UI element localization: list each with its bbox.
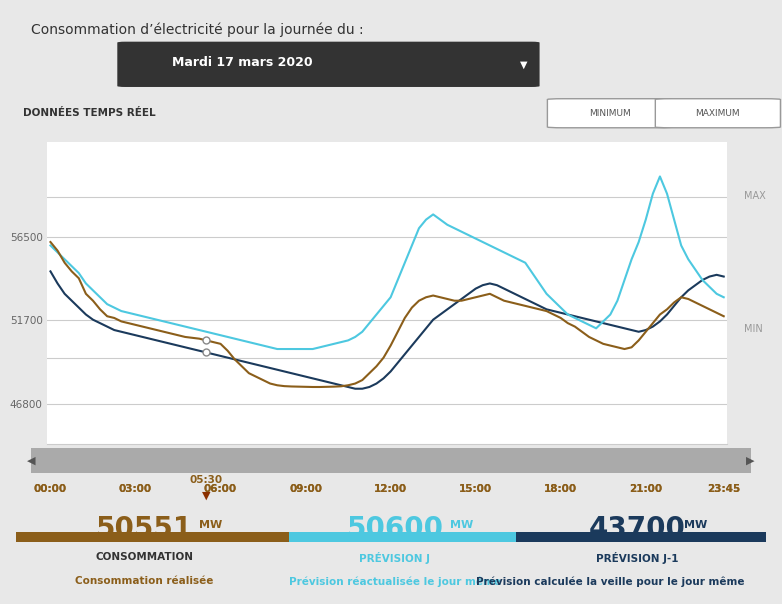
Text: 12:00: 12:00	[374, 484, 407, 494]
Text: Prévision réactualisée le jour même: Prévision réactualisée le jour même	[289, 576, 501, 586]
Text: Consommation d’électricité pour la journée du :: Consommation d’électricité pour la journ…	[31, 22, 364, 37]
Text: 12:00: 12:00	[374, 484, 407, 494]
Text: ▶: ▶	[746, 455, 755, 466]
Text: 50551: 50551	[96, 515, 193, 544]
Text: PRÉVISION J-1: PRÉVISION J-1	[596, 552, 679, 564]
Text: 23:45: 23:45	[707, 484, 741, 494]
Text: 03:00: 03:00	[119, 484, 152, 494]
Text: CONSOMMATION: CONSOMMATION	[95, 552, 194, 562]
Text: PRÉVISION J: PRÉVISION J	[360, 552, 430, 564]
Text: 18:00: 18:00	[544, 484, 577, 494]
Text: 23:45: 23:45	[707, 484, 741, 494]
Text: 06:00: 06:00	[204, 484, 237, 494]
Text: ▼: ▼	[520, 59, 528, 69]
Bar	[289, 532, 516, 542]
Text: 15:00: 15:00	[459, 484, 492, 494]
Text: 21:00: 21:00	[630, 484, 662, 494]
Text: MW: MW	[199, 520, 223, 530]
Text: MAXIMUM: MAXIMUM	[695, 109, 741, 118]
Text: Consommation réalisée: Consommation réalisée	[76, 576, 213, 586]
Text: 05:30: 05:30	[190, 475, 223, 485]
Text: DONNÉES TEMPS RÉEL: DONNÉES TEMPS RÉEL	[23, 108, 156, 118]
Text: 21:00: 21:00	[630, 484, 662, 494]
Text: ▼: ▼	[202, 490, 210, 501]
Text: MAX: MAX	[744, 191, 766, 201]
Text: 18:00: 18:00	[544, 484, 577, 494]
Text: 09:00: 09:00	[289, 484, 322, 494]
Text: 03:00: 03:00	[119, 484, 152, 494]
Text: 00:00: 00:00	[34, 484, 67, 494]
FancyBboxPatch shape	[547, 98, 673, 128]
Text: MIN: MIN	[744, 324, 763, 334]
Bar	[16, 532, 289, 542]
Text: Prévision calculée la veille pour le jour même: Prévision calculée la veille pour le jou…	[475, 576, 744, 586]
Text: 00:00: 00:00	[34, 484, 67, 494]
Text: MW: MW	[450, 520, 473, 530]
Text: 15:00: 15:00	[459, 484, 492, 494]
Text: 43700: 43700	[589, 515, 686, 544]
Text: MW: MW	[684, 520, 708, 530]
Text: 09:00: 09:00	[289, 484, 322, 494]
Text: MINIMUM: MINIMUM	[589, 109, 631, 118]
Text: ◀: ◀	[27, 455, 36, 466]
Bar	[516, 532, 766, 542]
FancyBboxPatch shape	[117, 42, 540, 87]
Text: Mardi 17 mars 2020: Mardi 17 mars 2020	[172, 56, 313, 69]
Text: 50600: 50600	[346, 515, 443, 544]
FancyBboxPatch shape	[655, 98, 780, 128]
Text: 06:00: 06:00	[204, 484, 237, 494]
